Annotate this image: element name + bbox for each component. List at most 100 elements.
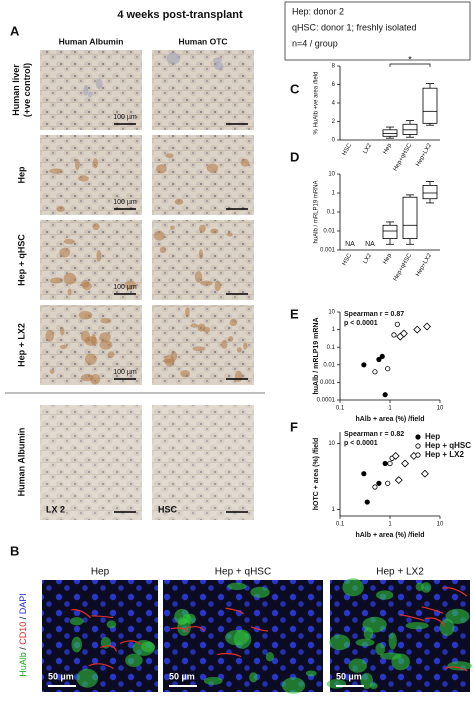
y-tick-label: 0.01 <box>323 362 335 368</box>
point <box>361 362 367 368</box>
histology-image <box>40 50 142 130</box>
stain-spot <box>200 280 213 286</box>
red-signal <box>184 626 205 632</box>
stain-spot <box>155 164 167 174</box>
image-title: Hep + qHSC <box>215 567 271 578</box>
stain-spot <box>180 369 191 378</box>
green-signal <box>369 682 378 690</box>
x-tick-label: 10 <box>437 406 444 412</box>
fluorescence-image <box>42 580 158 692</box>
y-tick-label: 6 <box>332 82 336 88</box>
point <box>385 480 391 486</box>
stain-spot <box>226 232 233 237</box>
na-label: NA <box>345 241 355 248</box>
red-signal <box>100 645 118 652</box>
scale-label: 100 µm <box>113 369 137 376</box>
panel-label: F <box>290 419 298 434</box>
histology-image <box>40 135 142 215</box>
red-signal <box>444 666 468 672</box>
stain-spot <box>59 326 65 336</box>
stain-spot <box>243 342 248 350</box>
stain-spot <box>228 336 234 342</box>
y-tick-label: 4 <box>332 101 336 107</box>
stain-spot <box>82 282 92 290</box>
figure-title: 4 weeks post-transplant <box>117 9 243 21</box>
stain-spot <box>59 247 71 258</box>
stain-spot <box>92 223 100 231</box>
green-signal <box>447 661 473 671</box>
stain-spot <box>59 344 67 350</box>
stain-spot <box>96 249 102 262</box>
x-tick-label: 1 <box>388 522 392 528</box>
point <box>379 353 385 360</box>
green-signal <box>445 608 470 625</box>
green-signal <box>405 621 429 630</box>
panel-label: A <box>10 23 20 38</box>
panel-label: C <box>290 81 300 96</box>
stain-spot <box>229 318 238 327</box>
stain-spot <box>100 318 111 324</box>
stain-spot <box>194 270 203 283</box>
significance-bracket <box>389 63 431 67</box>
red-signal <box>425 617 446 627</box>
green-signal <box>388 632 397 650</box>
green-signal <box>375 590 394 600</box>
legend-label: Hep <box>425 432 440 441</box>
x-tick-label: Hep+LX2 <box>415 142 433 167</box>
y-tick-label: 0.1 <box>327 210 336 216</box>
image-title: Hep <box>91 567 110 578</box>
stain-spot <box>199 224 206 233</box>
stain-part: / <box>18 645 28 653</box>
row-label: Hep + LX2 <box>16 323 26 367</box>
stain-spot <box>174 198 184 205</box>
histology-image <box>152 50 254 130</box>
point <box>382 460 388 467</box>
point <box>394 321 400 327</box>
legend-marker <box>415 443 421 449</box>
green-signal <box>265 652 274 662</box>
red-signal <box>71 609 92 619</box>
point <box>372 484 378 490</box>
scale-label: 100 µm <box>113 199 137 206</box>
row-label: Hep <box>16 166 26 184</box>
legend-label: Hep + qHSC <box>425 441 471 450</box>
scale-label: 50 µm <box>336 671 362 681</box>
y-tick-label: 0.01 <box>323 229 335 235</box>
annotation: p < 0.0001 <box>344 440 378 447</box>
info-line: qHSC: donor 1; freshly isolated <box>292 22 417 32</box>
red-signal <box>91 615 114 619</box>
y-tick-label: 1 <box>332 327 336 333</box>
red-signal <box>225 607 245 615</box>
green-signal <box>125 653 143 668</box>
green-signal <box>227 582 247 591</box>
green-signal <box>375 642 385 656</box>
stain-spot <box>212 57 222 64</box>
green-signal <box>250 586 270 598</box>
stain-part: DAPI <box>18 593 28 614</box>
stain-spot <box>99 340 113 350</box>
panel-label: D <box>290 149 299 164</box>
point <box>401 459 410 468</box>
y-tick-label: 0 <box>332 138 336 144</box>
y-axis-label: huAlb / mRLP19 mRNA <box>313 317 320 394</box>
row-label: Hep + qHSC <box>16 234 26 286</box>
red-signal <box>442 587 468 597</box>
stain-spot <box>153 231 165 241</box>
y-axis-label: hOTC + area (%) /field <box>313 438 320 511</box>
legend-label: Hep + LX2 <box>425 450 464 459</box>
red-signal <box>421 606 444 614</box>
annotation: p < 0.0001 <box>344 320 378 327</box>
red-signal <box>399 613 425 622</box>
stain-spot <box>165 153 174 159</box>
green-signal <box>71 636 82 653</box>
stain-spot <box>49 369 55 374</box>
x-tick-label: HSC <box>342 142 354 157</box>
histology-image <box>40 405 142 520</box>
x-tick-label: Hep+qHSC <box>393 252 414 282</box>
stain-spot <box>78 311 93 320</box>
stain-label: HuAlb / CD10 / DAPI <box>18 593 28 677</box>
point <box>420 469 429 478</box>
stain-spot <box>89 373 101 385</box>
tile-label: LX 2 <box>46 504 65 514</box>
stain-spot <box>99 332 111 343</box>
